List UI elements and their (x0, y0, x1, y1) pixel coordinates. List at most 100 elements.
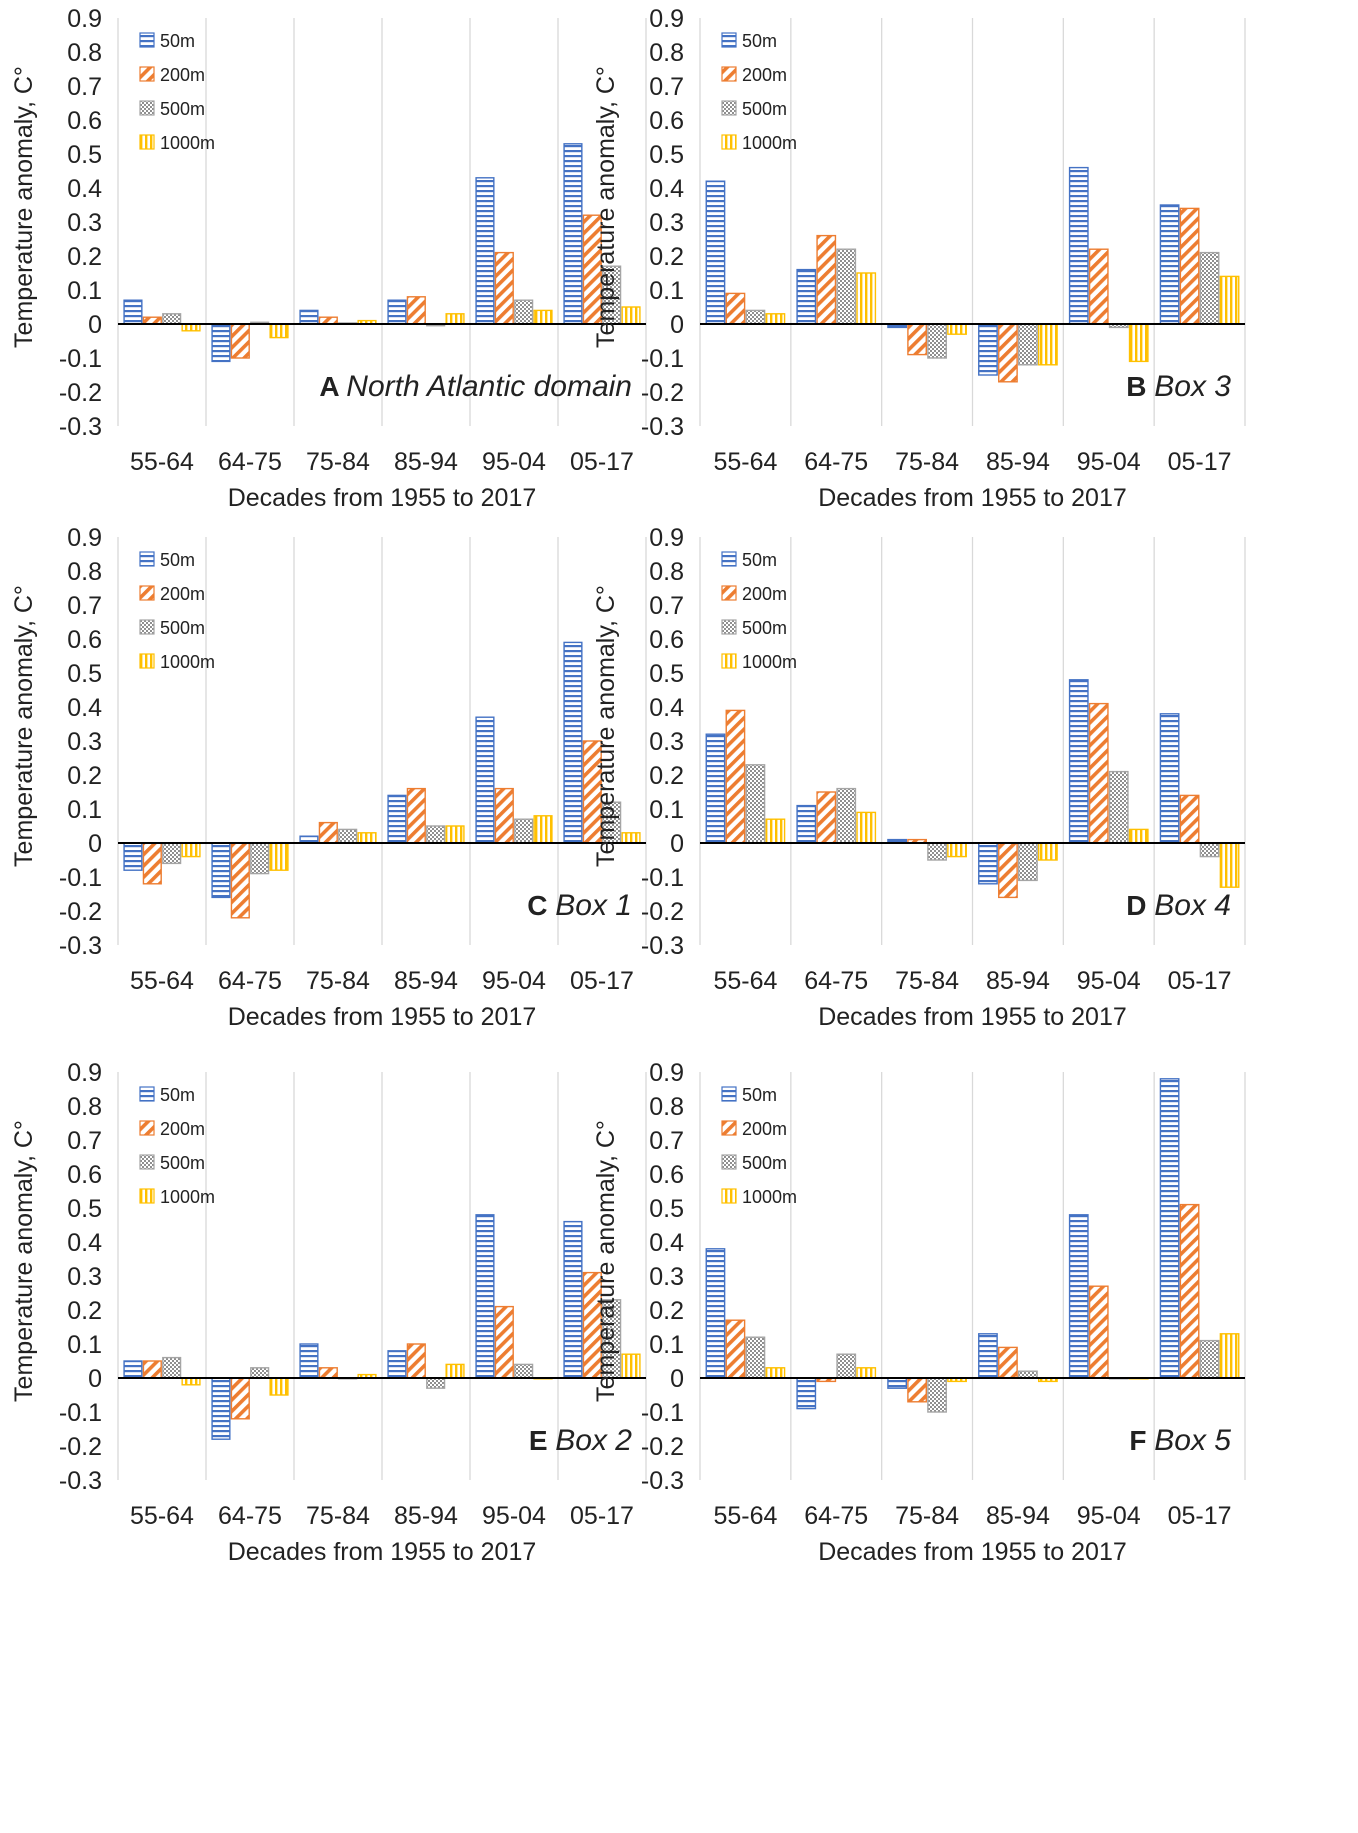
y-tick-label: 0.9 (649, 1059, 684, 1087)
bar-1000m-55-64 (765, 818, 786, 844)
bar-1000m-95-04 (533, 309, 553, 325)
legend-label-1000m: 1000m (742, 652, 797, 672)
legend-swatch-200m (139, 66, 155, 82)
legend-label-200m: 200m (742, 65, 787, 85)
bar-200m-55-64 (725, 292, 746, 325)
bar-50m-85-94 (978, 323, 998, 376)
y-tick-label: 0 (88, 1365, 102, 1393)
bar-50m-95-04 (1068, 166, 1089, 325)
legend-swatch-1000m (721, 653, 737, 669)
y-tick-label: 0.4 (649, 1229, 684, 1257)
y-tick-label: 0.2 (67, 762, 102, 790)
chart-panel-e: 0.9 0.8 0.7 0.6 0.5 0.4 0.3 0.2 0.1 0 -0.1 -0.2 -0.3… (10, 1059, 647, 1566)
bar-200m-95-04 (1088, 1285, 1109, 1379)
bar-200m-55-64 (725, 1319, 746, 1379)
bar-50m-55-64 (705, 180, 726, 325)
x-tick-label: 85-94 (986, 1502, 1050, 1530)
legend-swatch-500m (139, 100, 155, 116)
bar-200m-95-04 (494, 1305, 514, 1379)
y-tick-label: 0 (670, 1365, 684, 1393)
y-tick-label: 0.7 (649, 592, 684, 620)
y-tick-label: -0.1 (641, 1399, 684, 1427)
legend-swatch-1000m (721, 1188, 737, 1204)
bar-500m-55-64 (162, 842, 182, 865)
x-tick-label: 75-84 (895, 967, 959, 995)
bar-200m-85-94 (406, 296, 426, 325)
y-tick-label: 0.6 (67, 1161, 102, 1189)
y-tick-label: 0.1 (649, 1331, 684, 1359)
bar-200m-95-04 (1088, 702, 1109, 844)
legend-label-500m: 500m (160, 1153, 205, 1173)
x-tick-label: 85-94 (986, 448, 1050, 476)
y-tick-label: -0.2 (59, 1433, 102, 1461)
x-tick-label: 64-75 (804, 967, 868, 995)
y-tick-label: -0.1 (59, 345, 102, 373)
x-tick-label: 95-04 (1077, 448, 1141, 476)
x-tick-label: 05-17 (1168, 967, 1232, 995)
y-tick-label: 0.1 (67, 1331, 102, 1359)
panel-name: Box 2 (555, 1424, 632, 1457)
bar-1000m-95-04 (1128, 323, 1149, 363)
bar-200m-85-94 (998, 323, 1018, 383)
legend-label-500m: 500m (160, 99, 205, 119)
bar-50m-85-94 (978, 1333, 998, 1379)
panel-label: D Box 4 (1126, 889, 1231, 922)
bar-50m-55-64 (123, 299, 143, 325)
y-tick-label: 0.4 (67, 175, 102, 203)
y-tick-label: 0.5 (67, 141, 102, 169)
y-tick-label: 0.7 (649, 1127, 684, 1155)
chart-panel-d: 0.9 0.8 0.7 0.6 0.5 0.4 0.3 0.2 0.1 0 -0.1 -0.2 -0.3… (592, 524, 1246, 1031)
bar-200m-05-17 (1179, 207, 1200, 325)
legend-label-200m: 200m (160, 1119, 205, 1139)
panel-letter: A (319, 371, 346, 402)
legend-swatch-50m (721, 32, 737, 48)
bar-50m-85-94 (387, 299, 407, 325)
x-tick-label: 55-64 (713, 448, 777, 476)
bar-50m-95-04 (475, 1214, 495, 1379)
bar-200m-95-04 (494, 787, 514, 844)
legend-label-50m: 50m (160, 550, 195, 570)
y-tick-label: 0.5 (649, 1195, 684, 1223)
legend-label-500m: 500m (742, 99, 787, 119)
x-axis-title: Decades from 1955 to 2017 (818, 1538, 1127, 1566)
bar-50m-05-17 (1159, 1078, 1180, 1379)
bar-200m-75-84 (318, 821, 338, 844)
bar-500m-05-17 (1199, 1339, 1220, 1379)
bar-200m-95-04 (494, 251, 514, 325)
y-tick-label: -0.2 (59, 379, 102, 407)
panel-letter: F (1129, 1425, 1154, 1456)
panel-name: Box 1 (555, 889, 632, 922)
x-tick-label: 64-75 (218, 967, 282, 995)
bar-1000m-55-64 (181, 1377, 201, 1386)
legend-swatch-1000m (139, 653, 155, 669)
bar-500m-95-04 (514, 818, 534, 844)
chart-panel-a: 0.9 0.8 0.7 0.6 0.5 0.4 0.3 0.2 0.1 0 -0.1 -0.2 -0.3… (10, 5, 647, 512)
x-axis-title: Decades from 1955 to 2017 (228, 484, 537, 512)
y-tick-label: 0.4 (67, 694, 102, 722)
bar-50m-55-64 (705, 733, 726, 844)
bar-500m-95-04 (514, 299, 534, 325)
y-tick-label: -0.1 (641, 864, 684, 892)
y-tick-label: 0.5 (67, 1195, 102, 1223)
y-axis-title: Temperature anomaly, C° (10, 585, 38, 867)
bar-50m-05-17 (1159, 204, 1180, 325)
x-tick-label: 95-04 (482, 448, 546, 476)
bar-1000m-95-04 (1128, 828, 1149, 844)
y-tick-label: 0.9 (67, 1059, 102, 1087)
y-tick-label: 0.1 (649, 277, 684, 305)
x-axis-title: Decades from 1955 to 2017 (228, 1538, 537, 1566)
y-tick-label: 0.6 (67, 107, 102, 135)
y-tick-label: -0.3 (59, 1467, 102, 1495)
bar-50m-85-94 (387, 1350, 407, 1379)
legend-label-50m: 50m (160, 1085, 195, 1105)
y-axis-title: Temperature anomaly, C° (10, 66, 38, 348)
legend-swatch-200m (139, 585, 155, 601)
bar-1000m-85-94 (445, 313, 465, 325)
y-axis-title: Temperature anomaly, C° (10, 1120, 38, 1402)
bar-50m-64-75 (211, 1377, 231, 1440)
legend-swatch-500m (139, 1154, 155, 1170)
legend-swatch-200m (721, 66, 737, 82)
panel-label: B Box 3 (1126, 370, 1231, 403)
x-tick-label: 55-64 (713, 967, 777, 995)
y-tick-label: 0.4 (649, 175, 684, 203)
